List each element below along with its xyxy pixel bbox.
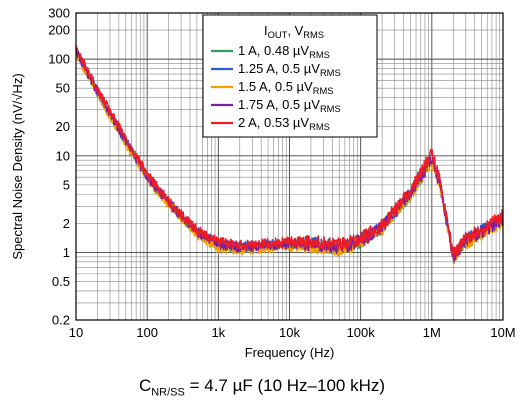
legend-entry: 1 A, 0.48 µVRMS​: [238, 43, 330, 60]
legend-entry: 1.25 A, 0.5 µVRMS​: [238, 61, 341, 78]
tick-labels: 10 100 1k 10k 100k 1M 10M 0.2 0.5 1 2 5 10 20 50 100 200…: [48, 6, 515, 341]
x-tick-label: 100: [136, 325, 158, 340]
legend-box: [202, 14, 378, 138]
y-tick-label: 200: [48, 23, 70, 38]
y-axis-label: Spectral Noise Density (nV/√Hz): [10, 73, 25, 259]
x-tick-label: 10: [69, 325, 83, 340]
x-tick-label: 1M: [423, 325, 441, 340]
x-tick-label: 100k: [347, 325, 376, 340]
caption: CNR/SS = 4.7 µF (10 Hz–100 kHz): [138, 376, 386, 399]
y-tick-label: 1: [63, 245, 70, 260]
x-tick-label: 1k: [211, 325, 225, 340]
legend-title: IOUT​, VRMS​: [264, 23, 324, 40]
plot-frame: [75, 12, 504, 321]
y-tick-label: 50: [56, 81, 70, 96]
legend-entry: 2 A, 0.53 µVRMS​: [238, 115, 330, 132]
y-tick-label: 100: [48, 52, 70, 67]
x-axis-label: Frequency (Hz): [245, 345, 335, 360]
chart-svg: 10 100 1k 10k 100k 1M 10M 0.2 0.5 1 2 5 10 20 50 100 200…: [10, 6, 516, 361]
legend-entry: 1.5 A, 0.5 µVRMS​: [238, 79, 333, 96]
y-tick-label: 0.5: [52, 274, 70, 289]
y-tick-label: 0.2: [52, 313, 70, 328]
series-layer: [75, 44, 504, 265]
y-tick-label: 20: [56, 119, 70, 134]
y-tick-label: 5: [63, 177, 70, 192]
legend: IOUT​, VRMS​ 1 A, 0.48 µVRMS​1.25 A, 0.5 …: [202, 14, 378, 138]
x-tick-label: 10k: [279, 325, 300, 340]
y-tick-label: 10: [56, 148, 70, 163]
y-tick-label: 2: [63, 216, 70, 231]
series-line: [75, 44, 504, 259]
x-tick-label: 10M: [490, 325, 515, 340]
legend-entry: 1.75 A, 0.5 µVRMS​: [238, 97, 341, 114]
y-tick-label: 300: [48, 6, 70, 21]
